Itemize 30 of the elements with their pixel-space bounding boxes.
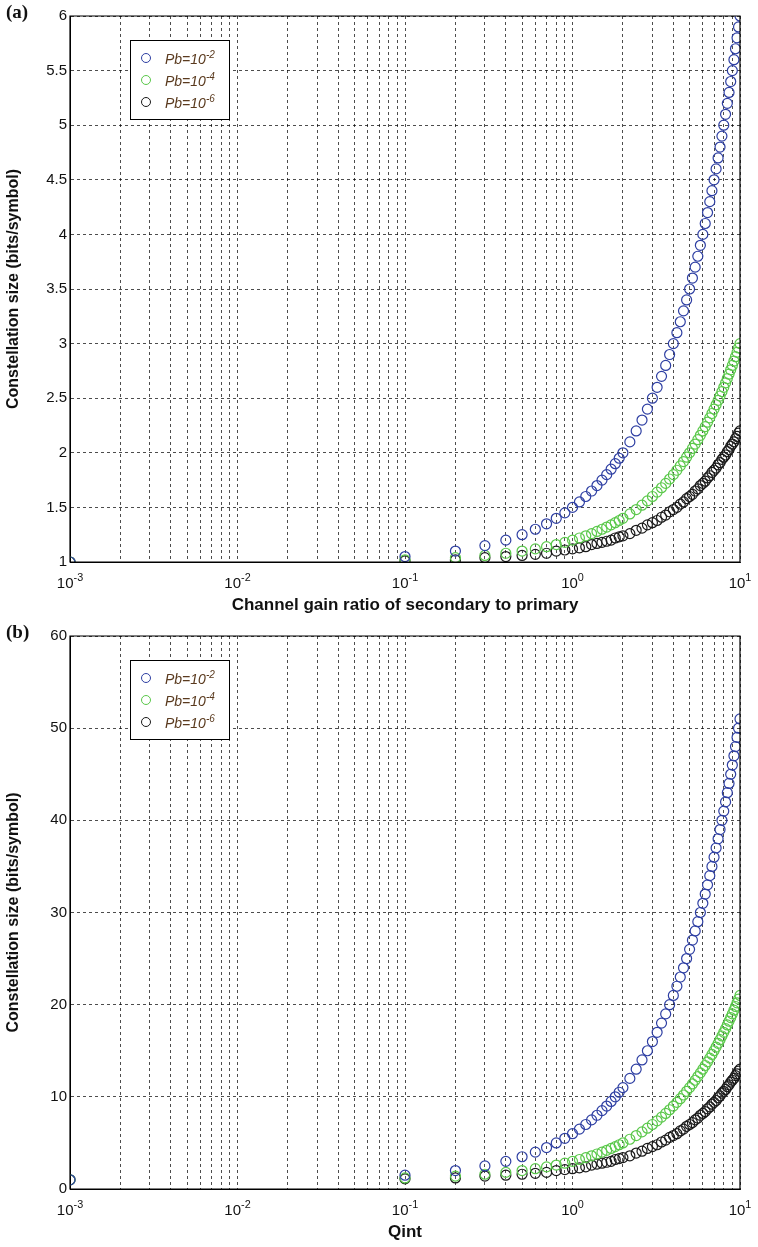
y-tick-label: 3 — [58, 333, 67, 351]
y-tick-label: 0 — [58, 1179, 67, 1197]
y-tick-label: 1.5 — [46, 497, 67, 515]
legend-label: Pb=10$^{-4}$ — [165, 71, 215, 89]
y-tick-label: 50 — [50, 718, 67, 736]
y-tick-label: 6 — [58, 6, 67, 24]
legend-label: Pb=10$^{-6}$ — [165, 713, 215, 731]
y-tick-label: 60 — [50, 626, 67, 644]
y-tick-label: 5.5 — [46, 60, 67, 78]
y-tick-label: 30 — [50, 902, 67, 920]
y-axis-title: Constellation size (bits/symbol) — [4, 792, 22, 1033]
y-tick-label: 2.5 — [46, 388, 67, 406]
x-axis-title: Channel gain ratio of secondary to primary — [231, 595, 579, 615]
y-axis-title: Constellation size (bits/symbol) — [4, 168, 22, 410]
y-tick-label: 1 — [58, 552, 67, 570]
y-tick-label: 10 — [50, 1086, 67, 1104]
x-axis-title: Qint — [388, 1222, 423, 1242]
y-tick-label: 2 — [58, 442, 67, 460]
y-tick-label: 3.5 — [46, 279, 67, 297]
chart-title: (a) — [6, 1, 29, 24]
legend-label: Pb=10$^{-2}$ — [165, 49, 215, 67]
y-tick-label: 20 — [50, 994, 67, 1012]
legend-label: Pb=10$^{-2}$ — [165, 669, 215, 687]
y-tick-label: 5 — [58, 115, 67, 133]
y-tick-label: 4.5 — [46, 169, 67, 187]
chart-title: (b) — [6, 621, 30, 644]
legend-label: Pb=10$^{-6}$ — [165, 93, 215, 111]
y-tick-label: 40 — [50, 810, 67, 828]
y-tick-label: 4 — [58, 224, 67, 242]
legend-label: Pb=10$^{-4}$ — [165, 691, 215, 709]
